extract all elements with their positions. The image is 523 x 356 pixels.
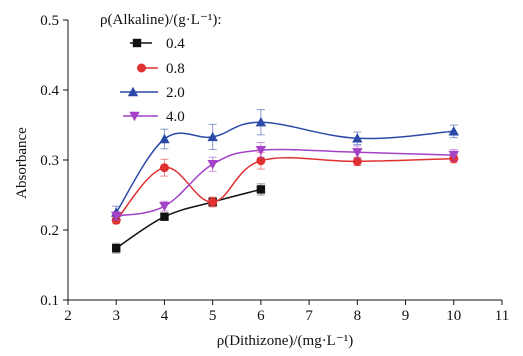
- series-layer: [111, 109, 459, 254]
- legend-label: 0.8: [166, 61, 185, 77]
- data-point: [207, 131, 218, 142]
- data-point: [352, 156, 362, 166]
- data-point: [160, 212, 169, 221]
- y-tick-label: 0.5: [40, 13, 59, 29]
- x-tick-label: 8: [354, 308, 362, 324]
- data-point: [111, 211, 122, 222]
- data-point: [255, 117, 267, 127]
- x-tick-label: 10: [446, 308, 461, 324]
- data-point: [448, 126, 459, 136]
- legend-marker: [137, 63, 146, 73]
- x-tick-label: 2: [64, 308, 72, 324]
- legend-item-2.0: 2.0: [120, 85, 185, 101]
- data-point: [256, 185, 266, 194]
- legend-item-4.0: 4.0: [123, 109, 185, 125]
- legend-item-0.8: 0.8: [137, 61, 185, 77]
- data-point: [207, 160, 218, 170]
- data-point: [352, 148, 363, 158]
- legend: 0.4 0.8 2.0 4.0: [120, 36, 185, 125]
- x-tick-label: 5: [209, 308, 217, 324]
- series-line: [115, 188, 262, 249]
- series-line: [115, 121, 454, 213]
- axis-lines: [67, 20, 502, 301]
- x-tick-label: 6: [257, 308, 265, 324]
- y-tick-label: 0.2: [40, 223, 59, 239]
- legend-title: ρ(Alkaline)/(g·L⁻¹):: [100, 12, 222, 28]
- x-tick-label: 4: [161, 308, 169, 324]
- data-point: [208, 197, 218, 207]
- y-axis-label: Absorbance: [14, 127, 30, 199]
- y-tick-label: 0.4: [40, 83, 59, 99]
- data-point: [159, 133, 170, 144]
- data-point: [352, 133, 363, 143]
- legend-marker: [127, 86, 139, 97]
- legend-marker: [132, 38, 142, 48]
- x-tick-label: 7: [305, 308, 313, 324]
- legend-item-0.4: 0.4: [130, 36, 185, 52]
- x-axis-label: ρ(Dithizone)/(mg·L⁻¹): [217, 333, 354, 349]
- axes: 2 3 4 5 6 7 8 9 10 11 0.1 0.2 0.3 0.4 0.5: [40, 13, 509, 324]
- series-4.0: [111, 142, 459, 222]
- y-tick-label: 0.3: [40, 153, 59, 169]
- data-point: [255, 146, 267, 156]
- data-point: [159, 202, 170, 212]
- data-point: [112, 244, 121, 253]
- legend-marker: [129, 111, 140, 122]
- x-tick-label: 3: [112, 308, 120, 324]
- x-tick-label: 11: [495, 308, 509, 324]
- data-point: [159, 163, 169, 173]
- data-point: [256, 156, 266, 166]
- legend-label: 2.0: [166, 85, 185, 101]
- legend-label: 4.0: [166, 109, 185, 125]
- y-tick-label: 0.1: [40, 293, 59, 309]
- x-tick-label: 9: [402, 308, 410, 324]
- data-point: [448, 150, 459, 161]
- legend-label: 0.4: [166, 36, 185, 52]
